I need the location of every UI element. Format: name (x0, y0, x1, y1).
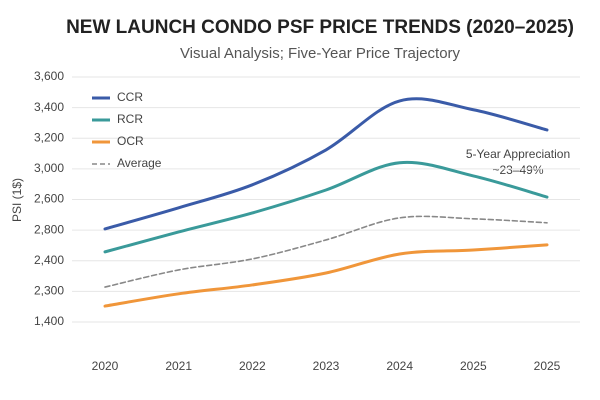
annotation-text: ~23–49% (492, 163, 543, 177)
series-line (103, 160, 549, 254)
x-tick-label: 2022 (239, 359, 266, 373)
series-line (103, 243, 549, 308)
y-tick-label: 1,400 (34, 314, 64, 328)
y-tick-label: 2,800 (34, 222, 64, 236)
x-tick-label: 2025 (534, 359, 561, 373)
legend-label: OCR (117, 134, 144, 148)
y-tick-label: 2,400 (34, 253, 64, 267)
y-tick-label: 2,600 (34, 192, 64, 206)
x-tick-label: 2024 (386, 359, 413, 373)
x-tick-label: 2023 (313, 359, 340, 373)
y-tick-label: 3,000 (34, 161, 64, 175)
x-tick-label: 2020 (92, 359, 119, 373)
chart-subtitle: Visual Analysis; Five-Year Price Traject… (180, 45, 461, 62)
series-line (104, 215, 548, 288)
annotation-title: 5-Year Appreciation (466, 147, 570, 161)
y-tick-label: 2,300 (34, 284, 64, 298)
series-line (103, 97, 549, 231)
legend-label: RCR (117, 112, 143, 126)
y-axis-label: PSI (1$) (10, 178, 24, 222)
legend-label: Average (117, 156, 162, 170)
chart-title: NEW LAUNCH CONDO PSF PRICE TRENDS (2020–… (66, 17, 574, 38)
y-tick-label: 3,400 (34, 100, 64, 114)
x-tick-label: 2021 (165, 359, 192, 373)
y-tick-label: 3,200 (34, 130, 64, 144)
x-tick-label: 2025 (460, 359, 487, 373)
y-tick-label: 3,600 (34, 69, 64, 83)
legend-label: CCR (117, 90, 143, 104)
